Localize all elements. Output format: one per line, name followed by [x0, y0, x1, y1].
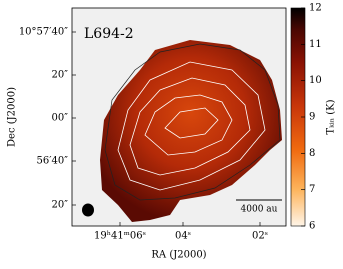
colorbar-tick-label: 9	[309, 112, 315, 123]
y-tick-label: 56′40″	[37, 156, 69, 167]
x-tick-label: 19ʰ41ᵐ06ˢ	[94, 231, 146, 242]
y-axis-label: Dec (J2000)	[7, 87, 18, 147]
y-tick-label: 00″	[52, 113, 69, 124]
colorbar-tick-label: 11	[309, 39, 322, 50]
colorbar-tick-label: 6	[309, 221, 315, 232]
y-tick-label: 10°57′40″	[19, 27, 68, 38]
x-axis-label: RA (J2000)	[151, 250, 206, 261]
colorbar-tick-label: 7	[309, 184, 315, 195]
colorbar-label: Tₖᵢₙ (K)	[326, 99, 337, 134]
chart-title: L694-2	[84, 26, 134, 42]
colorbar-tick-label: 10	[309, 75, 322, 86]
y-tick-label: 20″	[52, 70, 69, 81]
colorbar-tick-label: 8	[309, 148, 315, 159]
x-tick-label: 02ˢ	[252, 231, 268, 242]
plot-frame	[71, 7, 287, 227]
beam	[82, 203, 94, 217]
scale-bar-label: 4000 au	[241, 205, 278, 215]
colorbar-tick-label: 12	[309, 3, 322, 14]
outer-contour	[104, 43, 281, 201]
y-tick-label: 20″	[52, 200, 69, 211]
x-tick-label: 04ˢ	[175, 231, 191, 242]
contours	[117, 61, 266, 191]
